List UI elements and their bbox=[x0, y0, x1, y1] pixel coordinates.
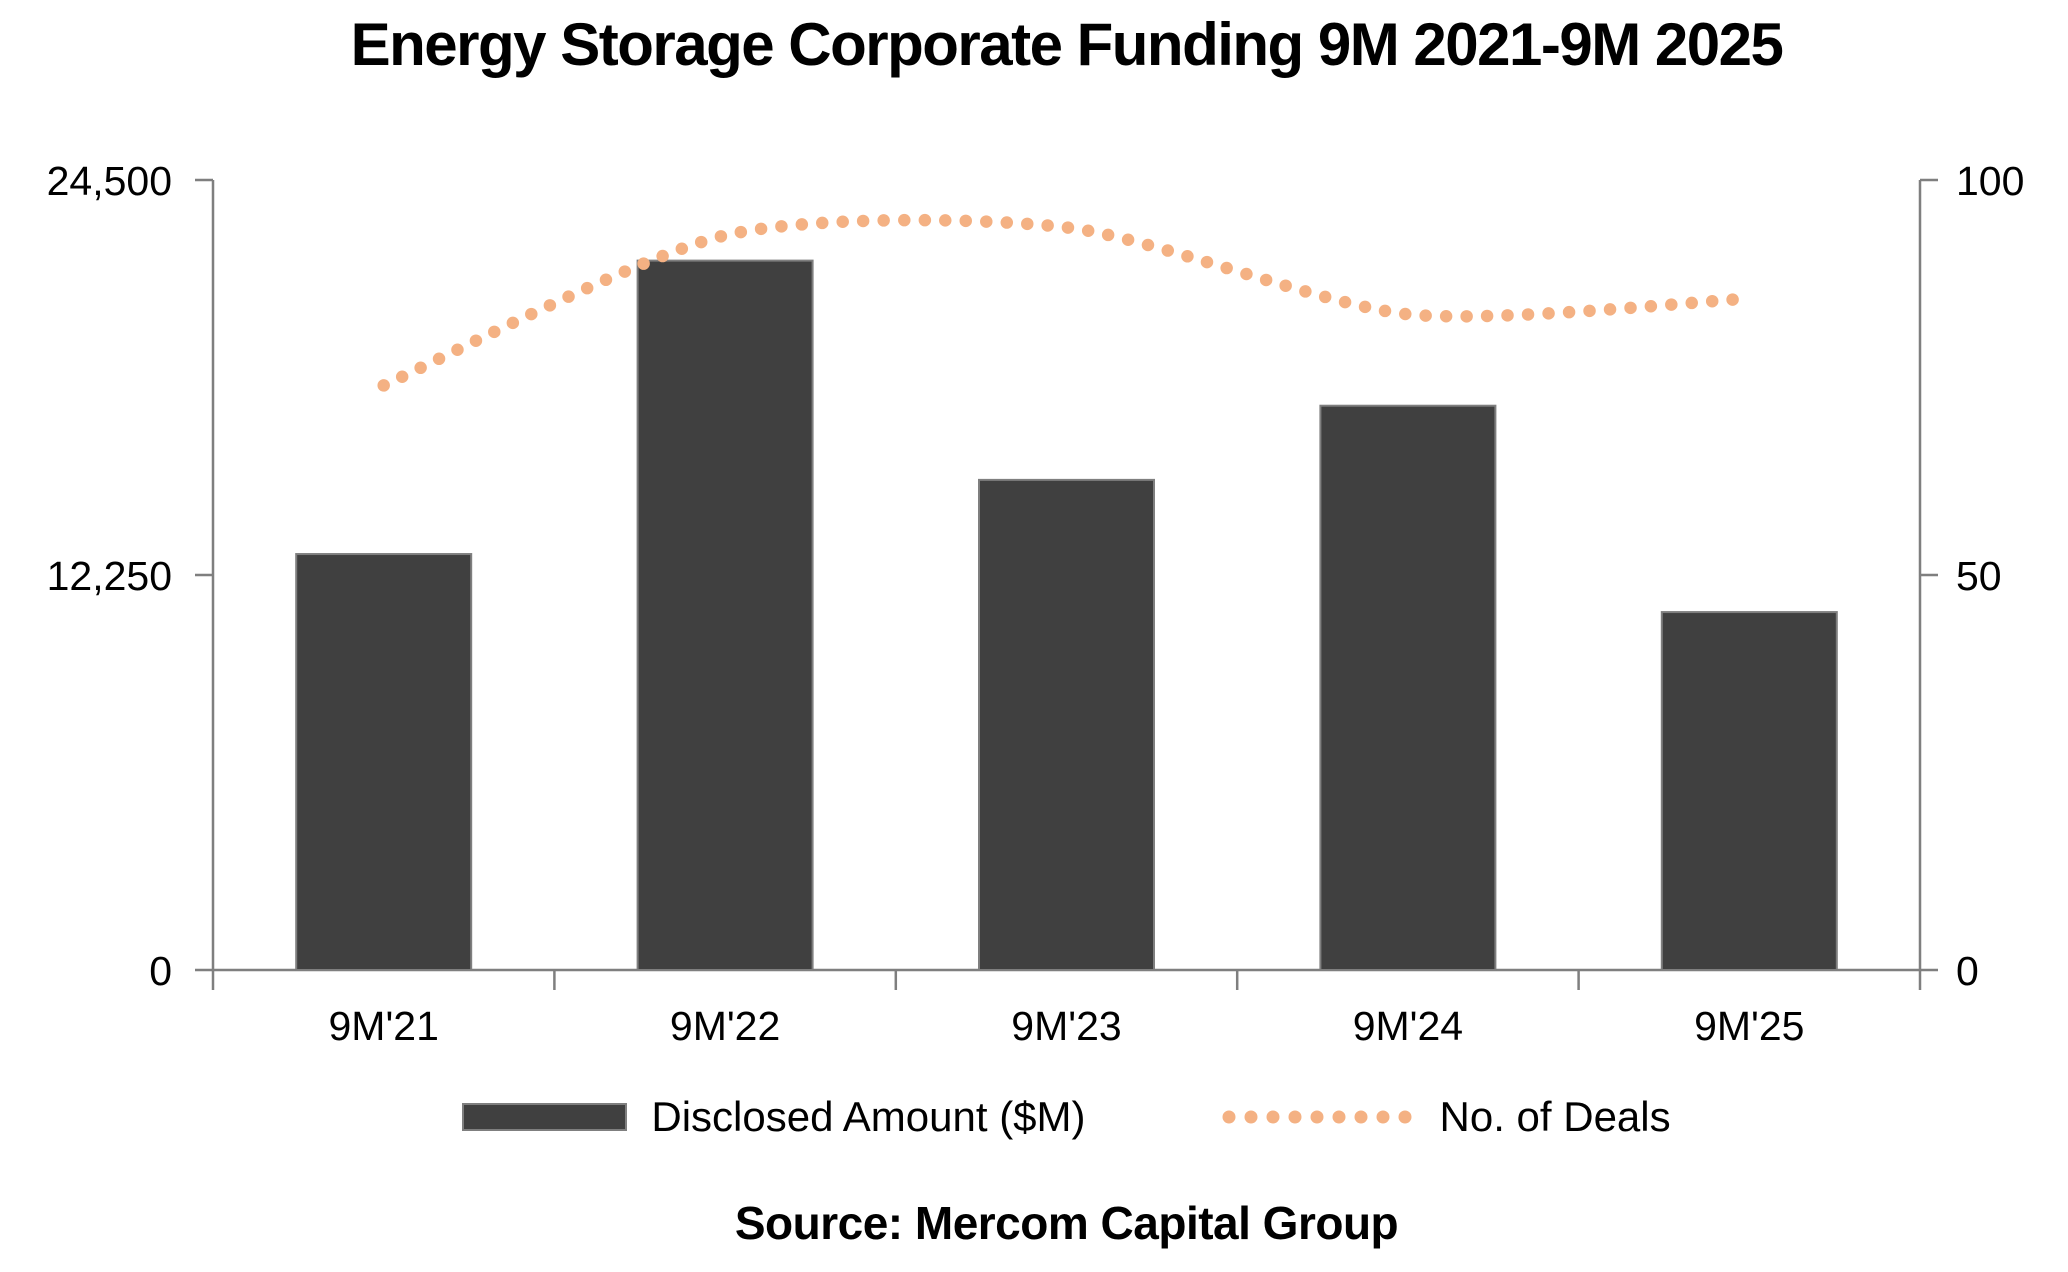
right-axis-tick-label: 100 bbox=[1956, 158, 2024, 204]
legend-dotted-line-swatch-icon bbox=[1222, 1110, 1416, 1124]
bar-9M'25 bbox=[1660, 611, 1838, 971]
legend-item-disclosed-amount: Disclosed Amount ($M) bbox=[462, 1093, 1086, 1141]
left-axis-tick-label: 12,250 bbox=[47, 553, 172, 599]
deals-dotted-line bbox=[377, 213, 1756, 392]
legend-label-disclosed-amount: Disclosed Amount ($M) bbox=[651, 1093, 1086, 1140]
x-axis-category-label: 9M'22 bbox=[670, 1003, 780, 1049]
right-axis-tick-label: 50 bbox=[1956, 553, 2002, 599]
bar-9M'22 bbox=[636, 259, 814, 971]
x-axis-category-label: 9M'25 bbox=[1694, 1003, 1804, 1049]
legend: Disclosed Amount ($M) No. of Deals bbox=[213, 1093, 1920, 1141]
x-axis-category-label: 9M'24 bbox=[1353, 1003, 1463, 1049]
source-caption: Source: Mercom Capital Group bbox=[734, 1197, 1399, 1249]
x-axis-category-label: 9M'21 bbox=[329, 1003, 439, 1049]
x-axis-category-label: 9M'23 bbox=[1011, 1003, 1121, 1049]
bar-9M'21 bbox=[295, 553, 473, 972]
legend-bar-swatch-icon bbox=[462, 1103, 628, 1131]
right-axis-tick-label: 0 bbox=[1956, 948, 1979, 994]
left-axis-tick-label: 24,500 bbox=[47, 158, 172, 204]
chart-title: Energy Storage Corporate Funding 9M 2021… bbox=[350, 11, 1784, 78]
legend-label-no-of-deals: No. of Deals bbox=[1439, 1093, 1671, 1140]
legend-item-no-of-deals: No. of Deals bbox=[1221, 1093, 1671, 1141]
left-axis-tick-label: 0 bbox=[149, 948, 172, 994]
bar-9M'24 bbox=[1319, 404, 1497, 971]
bar-9M'23 bbox=[978, 478, 1155, 971]
